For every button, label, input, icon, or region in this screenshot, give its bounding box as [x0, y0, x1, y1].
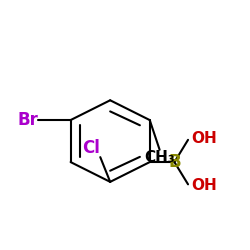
Text: CH₃: CH₃ [144, 150, 175, 165]
Text: Cl: Cl [82, 139, 100, 157]
Text: Br: Br [18, 111, 38, 129]
Text: OH: OH [191, 131, 217, 146]
Text: OH: OH [191, 178, 217, 193]
Text: B: B [168, 153, 181, 171]
